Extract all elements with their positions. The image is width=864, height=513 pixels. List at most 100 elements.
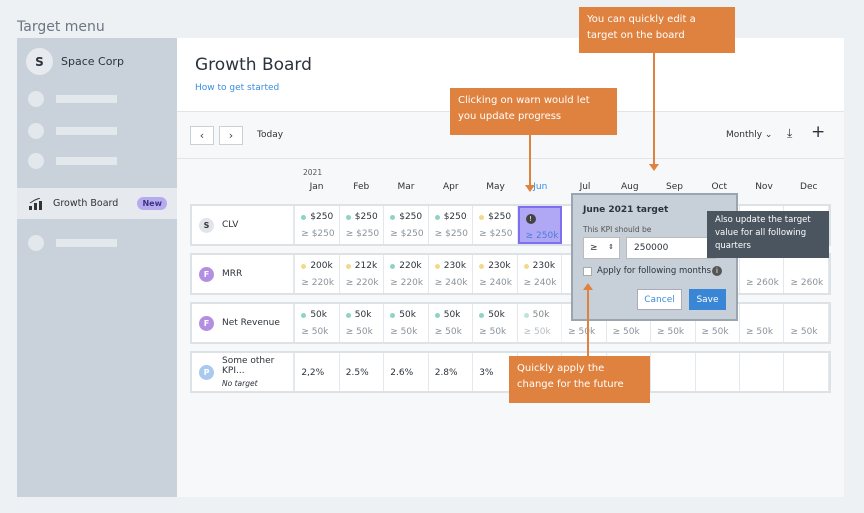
period-select[interactable]: Monthly ⌄ [726, 130, 772, 140]
kpi-label[interactable]: P Some other KPI... No target [192, 353, 296, 391]
actual-value: 50k [310, 310, 327, 320]
org-name[interactable]: Space Corp [61, 55, 124, 68]
actual-value: 50k [399, 310, 416, 320]
kpi-cell[interactable]: ≥ 50k [740, 304, 785, 342]
sidebar: S Space Corp Growth Board New [17, 38, 177, 497]
actual-value: $250 [399, 212, 423, 222]
sidebar-item-growth-board[interactable]: Growth Board New [17, 188, 177, 219]
kpi-cell[interactable]: ≥ 260k [740, 255, 785, 293]
warn-icon[interactable]: ! [525, 214, 536, 224]
actual-value: 2,2% [301, 368, 325, 378]
kpi-cell[interactable]: $250 ≥ $250 [473, 206, 518, 244]
kpi-cell[interactable]: ! ≥ 250k [517, 206, 563, 244]
kpi-cell[interactable]: ≥ 50k [696, 304, 740, 342]
callout-edit: You can quickly edit a target on the boa… [579, 7, 735, 53]
status-dot [523, 312, 529, 318]
cancel-button[interactable]: Cancel [637, 289, 682, 310]
target-value: ≥ 260k [790, 278, 824, 288]
target-value: ≥ 50k [345, 327, 373, 337]
save-button[interactable]: Save [689, 289, 726, 310]
status-dot [434, 214, 440, 220]
kpi-cell[interactable]: 50k ≥ 50k [295, 304, 340, 342]
kpi-cell[interactable]: 212k ≥ 220k [340, 255, 385, 293]
actual-value: 50k [488, 310, 505, 320]
month-jan: Jan [309, 182, 324, 192]
kpi-name: Net Revenue [222, 318, 280, 328]
month-oct: Oct [711, 182, 728, 192]
actual-value: 50k [532, 310, 550, 320]
kpi-cell[interactable]: 2.8% [429, 353, 474, 391]
kpi-cell[interactable]: 2.5% [340, 353, 385, 391]
prev-button[interactable]: ‹ [190, 126, 214, 145]
kpi-label[interactable]: F MRR [192, 255, 296, 293]
kpi-cell[interactable]: ≥ 260k [784, 255, 829, 293]
placeholder-icon [28, 123, 44, 139]
kpi-cell[interactable]: 230k ≥ 240k [473, 255, 518, 293]
kpi-cell[interactable]: 50k ≥ 50k [518, 304, 563, 342]
kpi-cell[interactable]: ≥ 50k [651, 304, 696, 342]
kpi-cell[interactable]: ≥ 50k [562, 304, 607, 342]
kpi-cell[interactable]: 2.6% [384, 353, 429, 391]
placeholder-icon [28, 91, 44, 107]
actual-value: 50k [443, 310, 461, 320]
target-value: ≥ 50k [657, 327, 685, 337]
stepper-icon: ⇕ [608, 243, 614, 251]
kpi-avatar: S [199, 217, 214, 233]
kpi-cell[interactable]: 230k ≥ 240k [518, 255, 563, 293]
kpi-cell[interactable]: 220k ≥ 220k [384, 255, 429, 293]
info-icon[interactable]: i [712, 266, 722, 276]
kpi-cell[interactable] [696, 255, 740, 293]
download-icon[interactable]: ⤓ [787, 126, 793, 140]
kpi-cell[interactable]: 200k ≥ 220k [295, 255, 340, 293]
kpi-cell[interactable] [740, 353, 785, 391]
kpi-cell[interactable]: $250 ≥ $250 [295, 206, 340, 244]
kpi-label[interactable]: S CLV [192, 206, 296, 244]
status-dot [479, 312, 485, 318]
kpi-cell[interactable]: $250 ≥ $250 [429, 206, 474, 244]
month-jul: Jul [579, 182, 591, 192]
target-value: ≥ 50k [568, 327, 596, 337]
apply-following-checkbox[interactable] [583, 267, 592, 276]
kpi-cell[interactable] [651, 353, 696, 391]
popover-title: June 2021 target [583, 205, 669, 215]
status-dot [434, 263, 440, 269]
target-value: ≥ $250 [345, 229, 380, 239]
sidebar-item-label: Growth Board [53, 198, 119, 209]
checkbox-label[interactable]: Apply for following months [597, 266, 712, 276]
kpi-cell[interactable]: 230k ≥ 240k [429, 255, 474, 293]
new-badge: New [137, 197, 167, 210]
kpi-cell[interactable] [696, 353, 740, 391]
status-dot [390, 312, 396, 318]
kpi-cell[interactable]: 2,2% [295, 353, 340, 391]
target-value: ≥ 250k [525, 231, 559, 241]
arrow-head [583, 283, 593, 290]
help-link[interactable]: How to get started [195, 83, 280, 93]
status-dot [390, 263, 396, 269]
placeholder-item [56, 127, 117, 135]
actual-value: 230k [488, 261, 511, 271]
today-button[interactable]: Today [257, 130, 284, 140]
kpi-cell[interactable]: $250 ≥ $250 [340, 206, 385, 244]
org-avatar[interactable]: S [26, 48, 53, 75]
target-value: ≥ 220k [390, 278, 424, 288]
placeholder-icon [28, 235, 44, 251]
kpi-cell[interactable] [607, 353, 652, 391]
next-button[interactable]: › [219, 126, 243, 145]
status-dot [523, 263, 529, 269]
operator-select[interactable]: ≥ ⇕ [583, 237, 620, 259]
chevron-down-icon: ⌄ [764, 130, 773, 140]
kpi-cell[interactable]: ≥ 50k [607, 304, 652, 342]
kpi-cell[interactable]: ≥ 50k [784, 304, 829, 342]
kpi-cell[interactable]: $250 ≥ $250 [384, 206, 429, 244]
year-label: 2021 [303, 168, 323, 177]
target-value-input[interactable]: 250000 [626, 237, 716, 259]
target-value: ≥ 50k [790, 327, 818, 337]
kpi-cell[interactable] [784, 353, 829, 391]
kpi-cell[interactable]: 50k ≥ 50k [429, 304, 474, 342]
add-icon[interactable]: + [811, 122, 826, 142]
kpi-label[interactable]: F Net Revenue [192, 304, 296, 342]
kpi-cell[interactable]: 50k ≥ 50k [340, 304, 385, 342]
kpi-cell[interactable]: 50k ≥ 50k [384, 304, 429, 342]
month-mar: Mar [397, 182, 415, 192]
kpi-cell[interactable]: 50k ≥ 50k [473, 304, 518, 342]
